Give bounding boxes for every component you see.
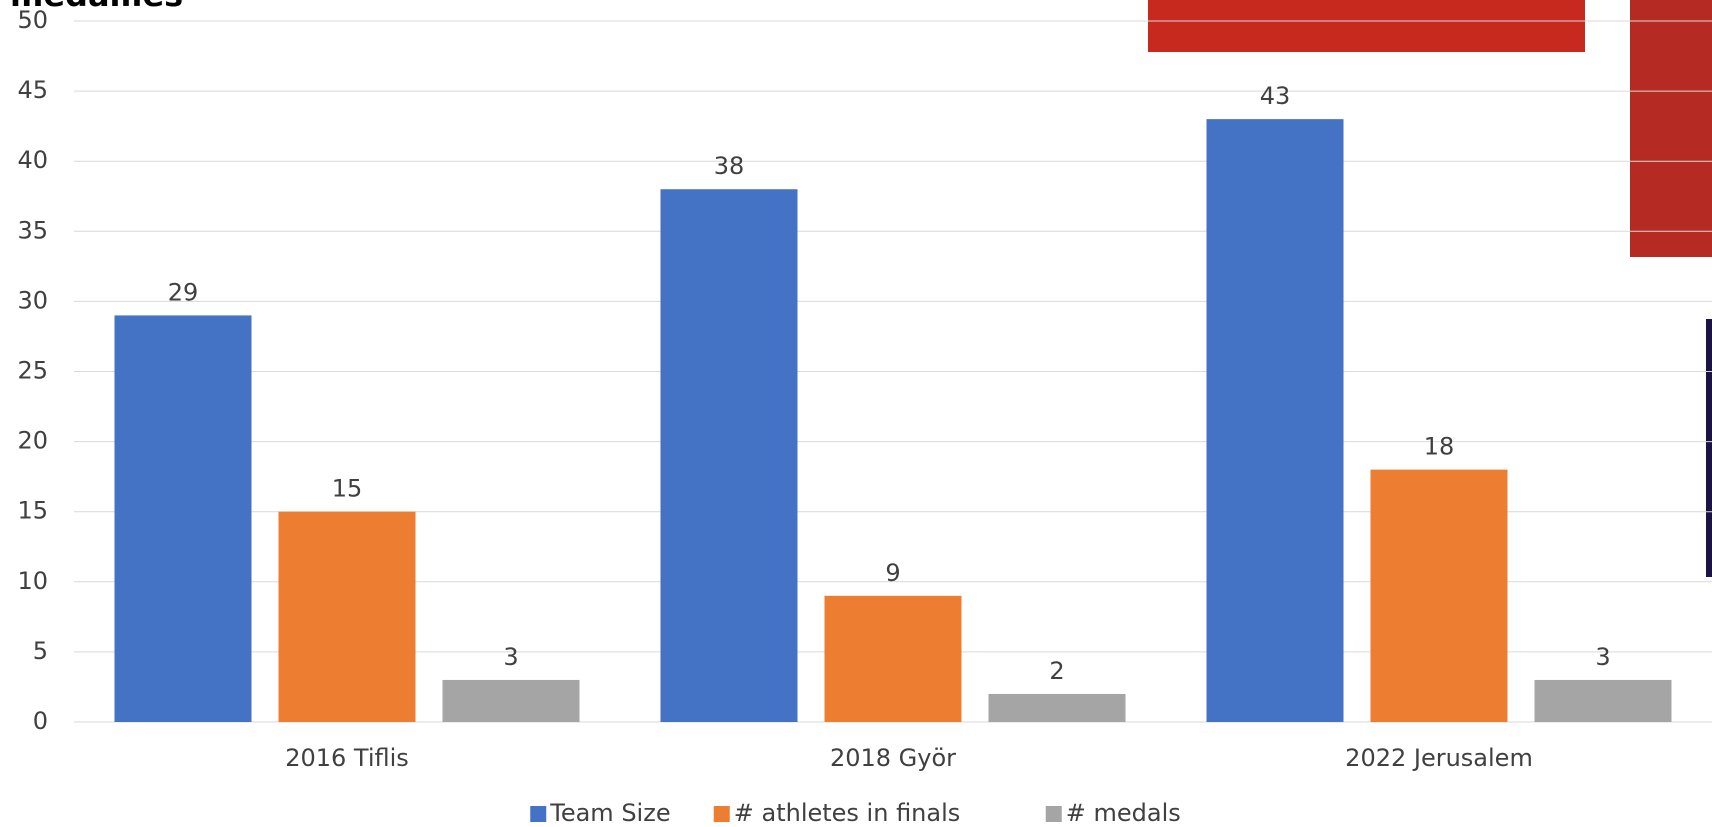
data-label: 9 [885, 559, 900, 587]
data-label: 43 [1260, 82, 1291, 110]
bar [824, 595, 962, 722]
legend-label: # athletes in finals [734, 799, 961, 827]
y-tick-label: 5 [33, 637, 48, 665]
data-label: 15 [332, 475, 363, 503]
bar [1534, 679, 1672, 722]
data-label: 38 [714, 152, 745, 180]
y-tick-label: 50 [17, 6, 48, 34]
bar [660, 189, 798, 723]
y-tick-label: 40 [17, 146, 48, 174]
photo [1630, 0, 1712, 257]
legend-label: Team Size [549, 799, 670, 827]
bar [114, 315, 252, 722]
bar [278, 511, 416, 722]
y-tick-label: 10 [17, 567, 48, 595]
legend-swatch [1045, 806, 1062, 822]
y-tick-label: 25 [17, 357, 48, 385]
y-tick-label: 35 [17, 216, 48, 244]
legend-swatch [713, 806, 730, 822]
x-tick-label: 2022 Jerusalem [1345, 744, 1533, 772]
data-label: 29 [168, 278, 199, 306]
bar [988, 693, 1126, 722]
data-label: 18 [1424, 433, 1455, 461]
legend-label: # medals [1066, 799, 1181, 827]
x-tick-label: 2018 Györ [830, 744, 956, 772]
bar [1206, 119, 1344, 722]
photo [1148, 0, 1585, 52]
legend-swatch [530, 806, 547, 822]
y-tick-label: 45 [17, 76, 48, 104]
data-label: 3 [503, 643, 518, 671]
y-tick-label: 0 [33, 707, 48, 735]
chart-title: medailles [10, 0, 183, 14]
data-label: 2 [1049, 657, 1064, 685]
bar [442, 679, 580, 722]
panel-edge [1706, 319, 1712, 577]
y-tick-label: 15 [17, 497, 48, 525]
x-tick-label: 2016 Tiflis [285, 744, 409, 772]
bar [1370, 469, 1508, 722]
data-label: 3 [1595, 643, 1610, 671]
y-tick-label: 20 [17, 427, 48, 455]
y-tick-label: 30 [17, 286, 48, 314]
